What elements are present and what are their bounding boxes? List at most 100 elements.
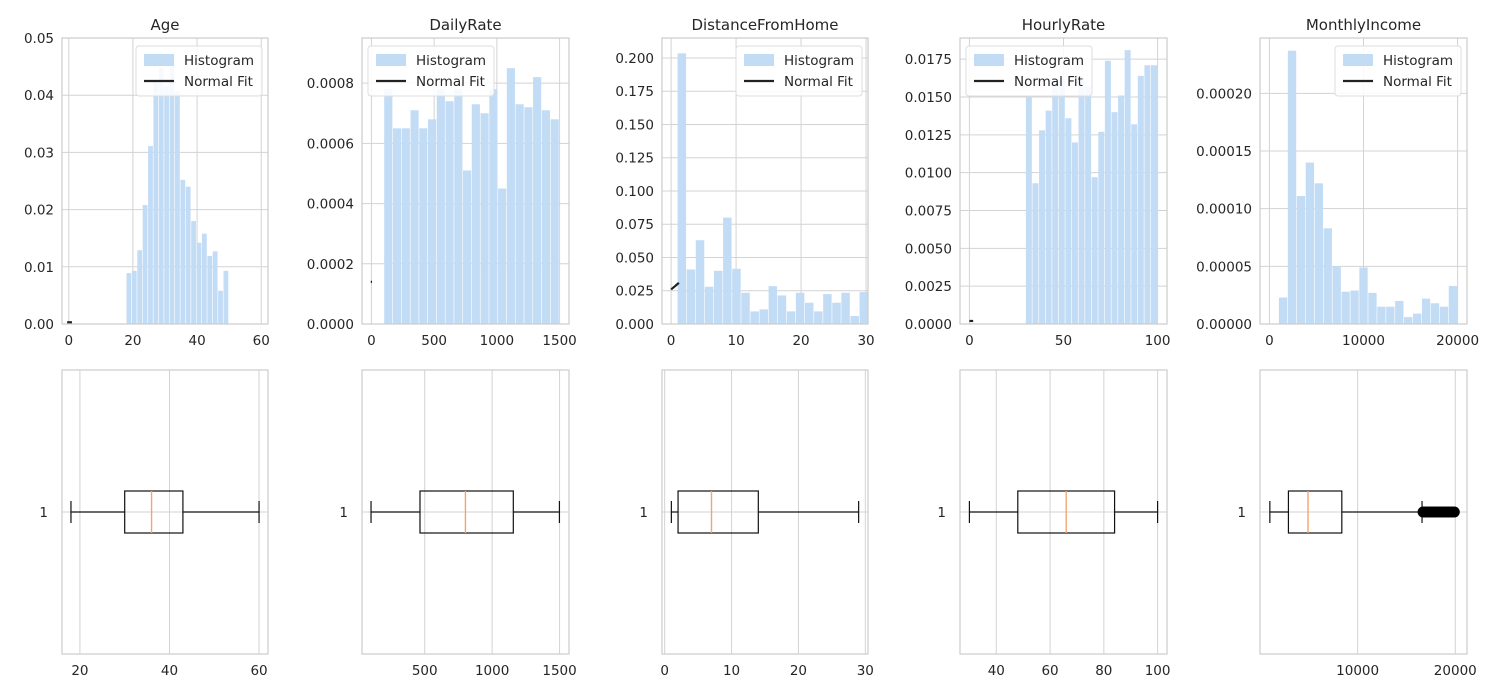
- histogram-bar: [1430, 303, 1440, 324]
- y-tick-label: 0.05: [24, 31, 54, 47]
- y-tick-label: 0.175: [615, 84, 654, 100]
- x-tick-label: 1500: [542, 663, 576, 679]
- legend-label-normal-fit: Normal Fit: [416, 74, 485, 90]
- histogram-bar: [169, 62, 175, 325]
- y-tick-label: 0.150: [615, 117, 654, 133]
- y-tick-label: 0.00015: [1196, 144, 1252, 160]
- y-tick-label: 0.0175: [905, 52, 952, 68]
- y-tick-label: 0.100: [615, 184, 654, 200]
- histogram-bar: [1404, 317, 1413, 324]
- histogram-bar: [1296, 195, 1306, 324]
- histogram-bar: [686, 269, 696, 324]
- histogram-bar: [1078, 77, 1085, 324]
- histogram-bar: [1448, 285, 1458, 324]
- x-tick-label: 10000: [1342, 333, 1385, 349]
- histogram-panel-3: 0 50 100 0.0000 0.0025 0.0050 0.0075 0.0100 0.01…: [905, 16, 1171, 349]
- y-tick-label: 1: [339, 505, 348, 521]
- histogram-bar: [750, 311, 759, 324]
- x-tick-label: 60: [253, 333, 270, 349]
- histogram-bar: [804, 302, 814, 324]
- histogram-bar: [1091, 177, 1098, 324]
- histogram-bar: [164, 86, 170, 324]
- histogram-bar: [218, 290, 223, 324]
- histogram-bar: [401, 128, 410, 324]
- y-tick-label: 0.00005: [1196, 259, 1252, 275]
- x-tick-label: 60: [1041, 663, 1058, 679]
- y-tick-label: 0.04: [24, 88, 54, 104]
- axes-frame: [61, 369, 269, 655]
- histogram-bar: [550, 119, 559, 324]
- legend-label-histogram: Histogram: [416, 53, 486, 69]
- box-iqr: [1287, 490, 1343, 534]
- histogram-bar: [1359, 267, 1368, 324]
- x-tick-label: 0: [660, 663, 669, 679]
- x-tick-label: 500: [412, 663, 438, 679]
- histogram-bar: [126, 273, 132, 324]
- y-tick-label: 0.00010: [1196, 202, 1252, 218]
- histogram-bar: [1118, 95, 1125, 324]
- histogram-bar: [207, 255, 213, 324]
- x-tick-label: 0: [367, 333, 376, 349]
- histogram-bar: [148, 146, 153, 324]
- x-tick-label: 40: [988, 663, 1005, 679]
- legend: Histogram Normal Fit: [1334, 45, 1462, 97]
- y-tick-label: 1: [937, 505, 946, 521]
- histogram-bar: [1412, 313, 1422, 324]
- histogram-bar: [1332, 266, 1341, 324]
- histogram-bar: [180, 179, 186, 324]
- histogram-bar: [732, 268, 741, 324]
- histogram-bar: [463, 170, 472, 324]
- histogram-bar: [541, 110, 550, 325]
- box-iqr: [677, 490, 759, 534]
- histogram-bar: [723, 217, 732, 324]
- histogram-bar: [695, 240, 705, 324]
- histogram-bar: [384, 89, 393, 324]
- histogram-bar: [1144, 65, 1151, 324]
- histogram-bar: [677, 53, 687, 325]
- histogram-bar: [445, 101, 454, 324]
- histogram-bar: [841, 292, 850, 324]
- histogram-bar: [850, 316, 859, 324]
- y-tick-label: 0.01: [24, 260, 54, 276]
- histogram-bar: [759, 309, 768, 324]
- histogram-bar: [814, 311, 823, 324]
- box-iqr: [124, 490, 184, 534]
- x-tick-label: 500: [421, 333, 447, 349]
- axes-frame: [1259, 37, 1468, 325]
- y-tick-label: 0.0002: [307, 257, 354, 273]
- y-tick-label: 0.0008: [307, 76, 354, 92]
- histogram-bar: [196, 242, 202, 324]
- y-tick-label: 0.0025: [905, 279, 952, 295]
- histogram-bar: [489, 89, 498, 324]
- histogram-panel-0: 0 20 40 60 0.00 0.01 0.02 0.03 0.04 0.05 Age Histog…: [24, 16, 270, 349]
- histogram-panel-2: 0 10 20 30 0.000 0.025 0.050 0.075 0.100 0.125 0.1…: [615, 16, 874, 349]
- histogram-bar: [795, 292, 805, 324]
- axes-frame: [959, 369, 1168, 655]
- histogram-bar: [410, 110, 419, 325]
- x-tick-label: 20: [792, 333, 809, 349]
- histogram-panel-1: 0 500 1000 1500 0.0000 0.0002 0.0004 0.0006 0.00…: [307, 16, 577, 349]
- histogram-bar: [454, 89, 463, 324]
- legend: Histogram Normal Fit: [367, 45, 495, 97]
- legend-label-normal-fit: Normal Fit: [184, 74, 253, 90]
- y-tick-label: 0.00000: [1196, 317, 1252, 333]
- y-tick-label: 0.0100: [905, 166, 952, 182]
- x-tick-label: 0: [667, 333, 676, 349]
- histogram-bar: [1386, 306, 1395, 324]
- y-tick-label: 0.00: [24, 317, 54, 333]
- histogram-bar: [158, 67, 164, 324]
- histogram-bar: [392, 128, 402, 324]
- histogram-bar: [1377, 306, 1386, 324]
- boxplot-panel-0: 20 40 60 1: [39, 369, 269, 679]
- boxplot-panel-1: 500 1000 1500 1: [339, 369, 577, 679]
- histogram-bar: [704, 286, 714, 324]
- y-tick-label: 0.02: [24, 203, 54, 219]
- legend-swatch-histogram: [1343, 54, 1373, 66]
- legend-label-normal-fit: Normal Fit: [1383, 74, 1452, 90]
- histogram-bar: [1314, 183, 1323, 324]
- histogram-bar: [1287, 50, 1297, 324]
- x-tick-label: 60: [250, 663, 267, 679]
- legend: Histogram Normal Fit: [135, 45, 263, 97]
- histogram-bar: [859, 292, 869, 324]
- histogram-bar: [832, 302, 841, 324]
